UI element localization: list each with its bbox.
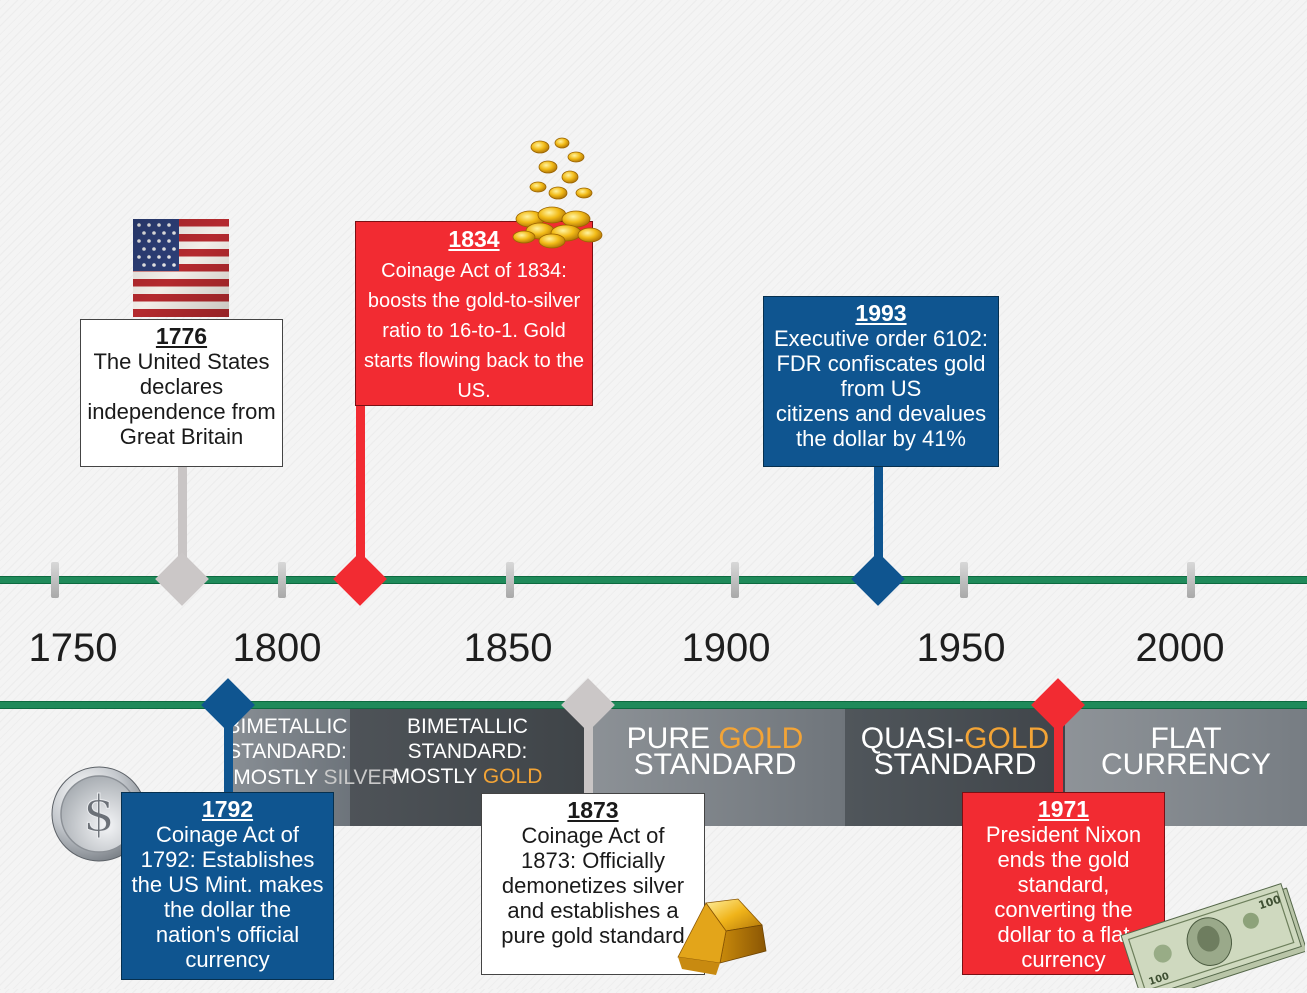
event-text-line: ratio to 16-to-1. Gold — [382, 320, 566, 342]
event-text-line: the dollar by 41% — [796, 426, 966, 451]
event-year: 1834 — [448, 226, 500, 252]
event-text-line: the US Mint. makes — [131, 872, 324, 897]
stem-1834 — [356, 405, 365, 576]
marker-1993 — [851, 552, 905, 606]
tick-1800 — [278, 562, 286, 598]
stem-1873 — [584, 705, 593, 795]
event-year: 1873 — [567, 797, 619, 823]
event-text-line: the dollar the — [163, 897, 292, 922]
event-box-1776: 1776 The United States declares independ… — [80, 319, 283, 467]
band-label-prefix: MOSTLY — [392, 765, 483, 788]
band-pure-gold: PURE GOLD STANDARD — [585, 708, 845, 826]
band-label-prefix: PURE — [626, 722, 719, 755]
upper-timeline-line — [0, 576, 1307, 584]
lower-timeline-line — [0, 701, 1307, 709]
event-text-line: 1792: Establishes — [140, 847, 315, 872]
marker-1776 — [155, 552, 209, 606]
event-text-line: Coinage Act of — [155, 822, 300, 847]
tick-1900 — [731, 562, 739, 598]
event-text-line: currency — [1021, 947, 1106, 972]
band-label-prefix: QUASI- — [860, 722, 965, 755]
year-label-1900: 1900 — [681, 626, 771, 670]
band-label-gold: GOLD — [964, 722, 1050, 755]
event-text-line: declares — [139, 374, 224, 399]
stem-1776 — [178, 466, 187, 576]
event-text-line: Coinage Act of — [521, 823, 665, 848]
event-box-1873: 1873 Coinage Act of 1873: Officially dem… — [481, 793, 705, 975]
event-text-line: and establishes a — [507, 898, 679, 923]
event-box-1993: 1993 Executive order 6102: FDR confiscat… — [763, 296, 999, 467]
event-text-line: US. — [457, 380, 491, 402]
event-year: 1792 — [201, 796, 254, 822]
tick-1850 — [506, 562, 514, 598]
band-label-gold: GOLD — [482, 765, 543, 788]
stem-1993 — [874, 466, 883, 576]
event-text-line: FDR confiscates gold — [776, 351, 986, 376]
band-label-silver: SILVER — [323, 766, 397, 789]
event-year: 1776 — [155, 323, 208, 349]
band-label-line: STANDARD: — [227, 740, 347, 763]
stem-1971 — [1054, 705, 1063, 795]
tick-1750 — [51, 562, 59, 598]
event-text-line: converting the — [994, 897, 1133, 922]
year-label-1850: 1850 — [463, 626, 553, 670]
year-label-1750: 1750 — [28, 626, 118, 670]
event-text-line: Executive order 6102: — [773, 326, 989, 351]
band-quasi-gold: QUASI-GOLD STANDARD — [845, 708, 1065, 826]
silver-dollar-coin-icon: $ — [50, 765, 148, 863]
event-text-line: Great Britain — [119, 424, 244, 449]
event-text-line: boosts the gold-to-silver — [367, 290, 581, 312]
event-text-line: Coinage Act of 1834: — [381, 260, 567, 282]
event-text-line: President Nixon — [985, 822, 1142, 847]
gold-bar-icon — [676, 895, 771, 987]
band-label-line: STANDARD — [873, 748, 1037, 781]
event-text-line: standard, — [1017, 872, 1110, 897]
event-text-line: currency — [185, 947, 270, 972]
event-year: 1993 — [855, 300, 907, 326]
band-label-line: STANDARD: — [407, 740, 528, 763]
year-label-1800: 1800 — [232, 626, 322, 670]
band-label-line: BIMETALLIC — [407, 715, 528, 738]
dollar-bills-icon: 100 100 — [1115, 880, 1307, 993]
event-text-line: ends the gold — [997, 847, 1130, 872]
event-text-line: demonetizes silver — [501, 873, 685, 898]
event-text-line: dollar to a flat — [997, 922, 1130, 947]
band-label-gold: GOLD — [718, 722, 804, 755]
band-label-prefix: MOSTLY — [233, 766, 324, 789]
band-flat-currency: FLAT CURRENCY — [1065, 708, 1307, 826]
us-flag-icon — [133, 219, 229, 317]
band-label-line: STANDARD — [633, 748, 797, 781]
event-box-1834: 1834 Coinage Act of 1834: boosts the gol… — [355, 221, 593, 406]
event-text-line: The United States — [93, 349, 270, 374]
tick-1950 — [960, 562, 968, 598]
event-text-line: starts flowing back to the — [363, 350, 585, 372]
year-label-1950: 1950 — [916, 626, 1006, 670]
band-label-line: CURRENCY — [1100, 748, 1271, 781]
year-label-2000: 2000 — [1135, 626, 1225, 670]
event-text-line: citizens and devalues — [775, 401, 987, 426]
event-text-line: from US — [840, 376, 922, 401]
stem-1792 — [224, 705, 233, 795]
svg-text:$: $ — [83, 785, 115, 843]
event-year: 1971 — [1037, 796, 1090, 822]
gold-coins-icon — [510, 135, 605, 250]
band-label-line: FLAT — [1150, 722, 1222, 755]
band-silver-label-overlay: MOSTLY SILVER — [232, 765, 398, 790]
event-box-1792: 1792 Coinage Act of 1792: Establishes th… — [121, 792, 334, 980]
tick-2000 — [1187, 562, 1195, 598]
event-text-line: 1873: Officially — [521, 848, 665, 873]
band-label-line: BIMETALLIC — [226, 715, 348, 738]
event-text-line: pure gold standard — [501, 923, 685, 948]
event-text-line: independence from — [87, 399, 276, 424]
marker-1834 — [333, 552, 387, 606]
event-text-line: nation's official — [155, 922, 300, 947]
